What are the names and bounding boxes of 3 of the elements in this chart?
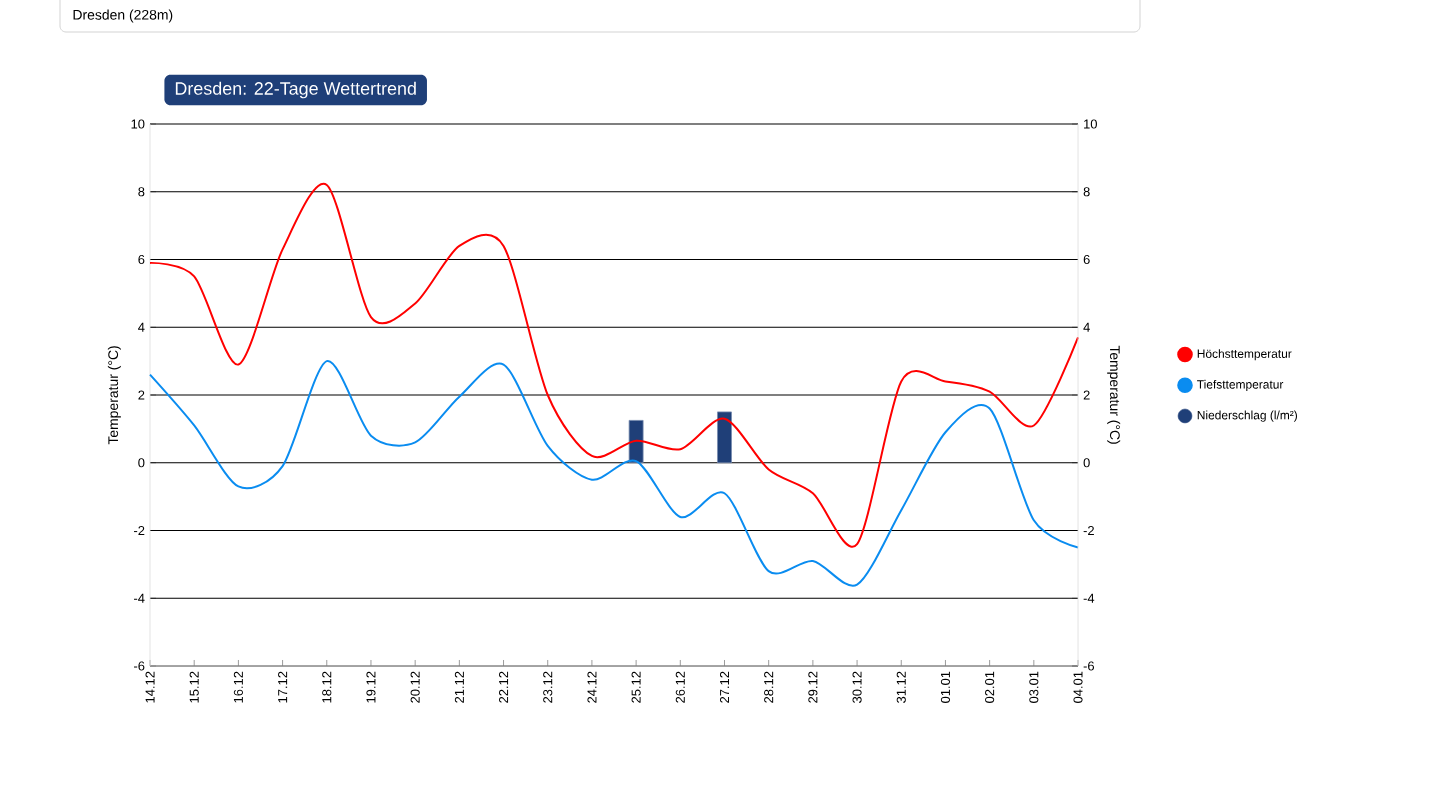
line-series: [149, 360, 1080, 586]
chart-title: Dresden: 22-Tage Wettertrend: [175, 81, 416, 99]
line-series: [149, 182, 1080, 546]
